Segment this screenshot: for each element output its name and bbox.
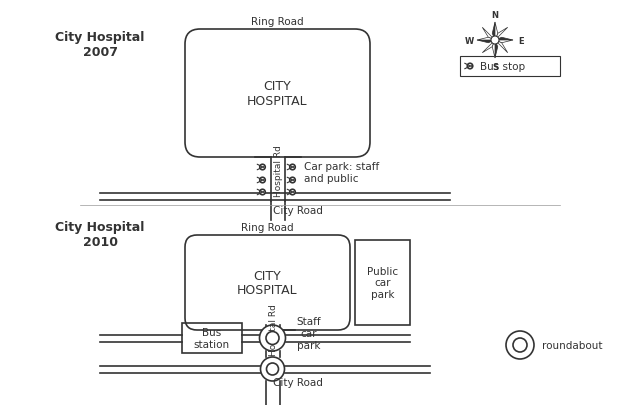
Text: Ring Road: Ring Road xyxy=(241,222,294,232)
Text: CITY
HOSPITAL: CITY HOSPITAL xyxy=(237,269,298,297)
Text: Hospital Rd: Hospital Rd xyxy=(274,145,283,196)
Text: CITY
HOSPITAL: CITY HOSPITAL xyxy=(247,80,308,108)
Text: E: E xyxy=(518,36,524,45)
Circle shape xyxy=(491,37,499,45)
Circle shape xyxy=(290,178,295,183)
Polygon shape xyxy=(483,28,495,41)
Polygon shape xyxy=(495,28,508,41)
Text: Ring Road: Ring Road xyxy=(251,17,304,27)
Circle shape xyxy=(266,363,278,375)
Circle shape xyxy=(260,357,285,381)
Bar xyxy=(182,323,241,353)
Text: N: N xyxy=(492,11,499,19)
Text: S: S xyxy=(492,62,498,71)
Text: Staff
car
park: Staff car park xyxy=(296,317,321,350)
Polygon shape xyxy=(495,41,508,53)
Text: Car park: staff
and public: Car park: staff and public xyxy=(305,162,380,183)
Text: W: W xyxy=(465,36,474,45)
Polygon shape xyxy=(495,41,498,59)
Bar xyxy=(355,241,410,325)
Circle shape xyxy=(513,338,527,352)
Polygon shape xyxy=(483,41,495,53)
Polygon shape xyxy=(495,23,498,41)
Circle shape xyxy=(506,331,534,359)
Polygon shape xyxy=(477,41,495,44)
Text: City Hospital
2010: City Hospital 2010 xyxy=(55,220,145,248)
Text: City Hospital
2007: City Hospital 2007 xyxy=(55,31,145,59)
Polygon shape xyxy=(495,41,513,44)
Circle shape xyxy=(467,64,473,70)
Circle shape xyxy=(260,165,265,171)
Circle shape xyxy=(259,325,285,351)
Text: Hospital Rd: Hospital Rd xyxy=(269,303,278,355)
Polygon shape xyxy=(477,38,495,41)
Bar xyxy=(460,57,560,77)
Text: City Road: City Road xyxy=(273,205,323,215)
Circle shape xyxy=(266,332,279,345)
Polygon shape xyxy=(492,23,495,41)
Circle shape xyxy=(260,190,265,195)
Text: Bus stop: Bus stop xyxy=(480,62,525,72)
Circle shape xyxy=(260,178,265,183)
Polygon shape xyxy=(495,38,513,41)
Circle shape xyxy=(290,190,295,195)
Polygon shape xyxy=(492,41,495,59)
Text: roundabout: roundabout xyxy=(542,340,602,350)
Text: Bus
station: Bus station xyxy=(193,327,230,349)
Text: City Road: City Road xyxy=(273,377,323,388)
Text: Public
car
park: Public car park xyxy=(367,266,398,299)
Circle shape xyxy=(290,165,295,171)
